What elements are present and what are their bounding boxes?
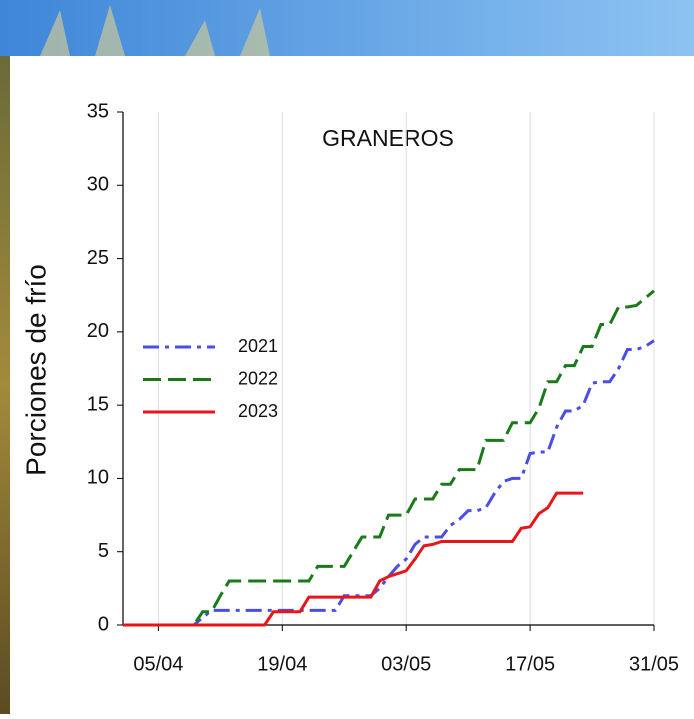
y-tick-label: 30 [87, 174, 109, 196]
legend-label: 2022 [238, 368, 278, 388]
leaves [40, 5, 270, 56]
data-line [123, 491, 584, 627]
legend-label: 2023 [238, 401, 278, 421]
y-tick-label: 25 [87, 247, 109, 269]
y-tick-label: 10 [87, 467, 109, 489]
x-tick-label: 17/05 [505, 653, 555, 675]
y-tick-label: 5 [98, 540, 109, 562]
data-line [123, 339, 655, 627]
data-line [123, 289, 655, 627]
chart-panel [10, 56, 694, 714]
x-tick-label: 03/05 [381, 653, 431, 675]
legend-label: 2021 [238, 336, 278, 356]
chart-title: GRANEROS [322, 125, 454, 151]
x-tick-label: 05/04 [133, 653, 183, 675]
y-tick-label: 15 [87, 393, 109, 415]
y-axis-label: Porciones de frío [20, 264, 51, 476]
x-tick-label: 31/05 [629, 653, 679, 675]
photo-side [0, 56, 10, 714]
y-tick-label: 20 [87, 320, 109, 342]
y-tick-label: 35 [87, 100, 109, 122]
y-tick-label: 0 [98, 613, 109, 635]
x-tick-label: 19/04 [257, 653, 307, 675]
